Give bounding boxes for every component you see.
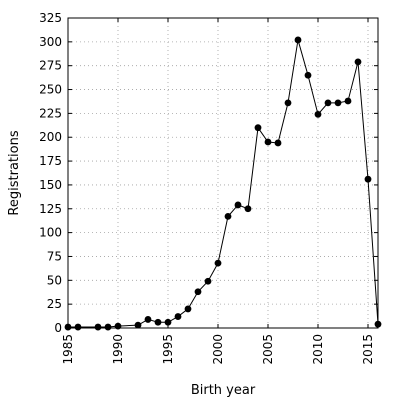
y-tick-label: 325 — [39, 11, 62, 25]
y-tick-label: 75 — [47, 249, 62, 263]
data-point — [194, 288, 202, 296]
data-point — [214, 259, 222, 267]
data-point — [324, 99, 332, 107]
y-tick-label: 200 — [39, 130, 62, 144]
y-tick-label: 225 — [39, 106, 62, 120]
data-point — [134, 321, 142, 329]
data-point — [104, 323, 112, 331]
y-tick-label: 275 — [39, 59, 62, 73]
x-axis-tick-labels: 1985 1990 1995 2000 2005 2010 2015 — [61, 334, 375, 365]
series-line — [68, 39, 379, 328]
plot-frame — [67, 17, 379, 329]
data-point — [74, 323, 82, 331]
data-point — [64, 323, 72, 331]
data-point — [354, 58, 362, 66]
y-axis-tick-labels: 0 25 50 75 100 125 150 175 200 225 250 275 300 325 — [39, 11, 62, 335]
data-point — [304, 71, 312, 79]
x-tick-label: 1985 — [61, 334, 75, 365]
y-tick-label: 125 — [39, 202, 62, 216]
data-point — [274, 139, 282, 147]
data-point — [224, 213, 232, 220]
y-tick-label: 0 — [54, 321, 62, 335]
data-point — [314, 110, 322, 118]
data-point — [284, 99, 292, 107]
y-axis-label: Registrations — [7, 130, 22, 215]
data-point — [184, 305, 192, 313]
data-point — [344, 97, 352, 105]
data-point — [204, 277, 212, 285]
y-tick-label: 25 — [47, 297, 62, 311]
data-point — [264, 138, 272, 146]
data-point — [154, 318, 162, 326]
data-point — [114, 322, 122, 330]
y-tick-label: 300 — [39, 35, 62, 49]
grid-lines — [68, 18, 378, 328]
data-points — [64, 36, 382, 331]
x-tick-label: 1995 — [161, 334, 175, 365]
y-tick-label: 150 — [39, 178, 62, 192]
y-tick-label: 175 — [39, 154, 62, 168]
x-tick-label: 2000 — [211, 334, 225, 365]
data-point — [244, 205, 252, 213]
data-point — [254, 124, 262, 132]
data-point — [164, 318, 172, 326]
x-tick-label: 2005 — [261, 334, 275, 365]
y-tick-label: 50 — [47, 273, 62, 287]
y-tick-label: 100 — [39, 226, 62, 240]
axis-ticks — [67, 17, 378, 329]
data-point — [174, 313, 182, 320]
data-point — [144, 316, 152, 323]
data-point — [364, 175, 372, 183]
x-tick-label: 2015 — [361, 334, 375, 365]
data-point — [234, 201, 242, 209]
x-axis-label: Birth year — [191, 383, 256, 398]
x-tick-label: 1990 — [111, 334, 125, 365]
data-point — [94, 323, 102, 331]
data-point — [374, 320, 382, 328]
y-tick-label: 250 — [39, 83, 62, 97]
data-point — [334, 99, 342, 107]
x-tick-label: 2010 — [311, 334, 325, 365]
data-point — [294, 36, 302, 44]
